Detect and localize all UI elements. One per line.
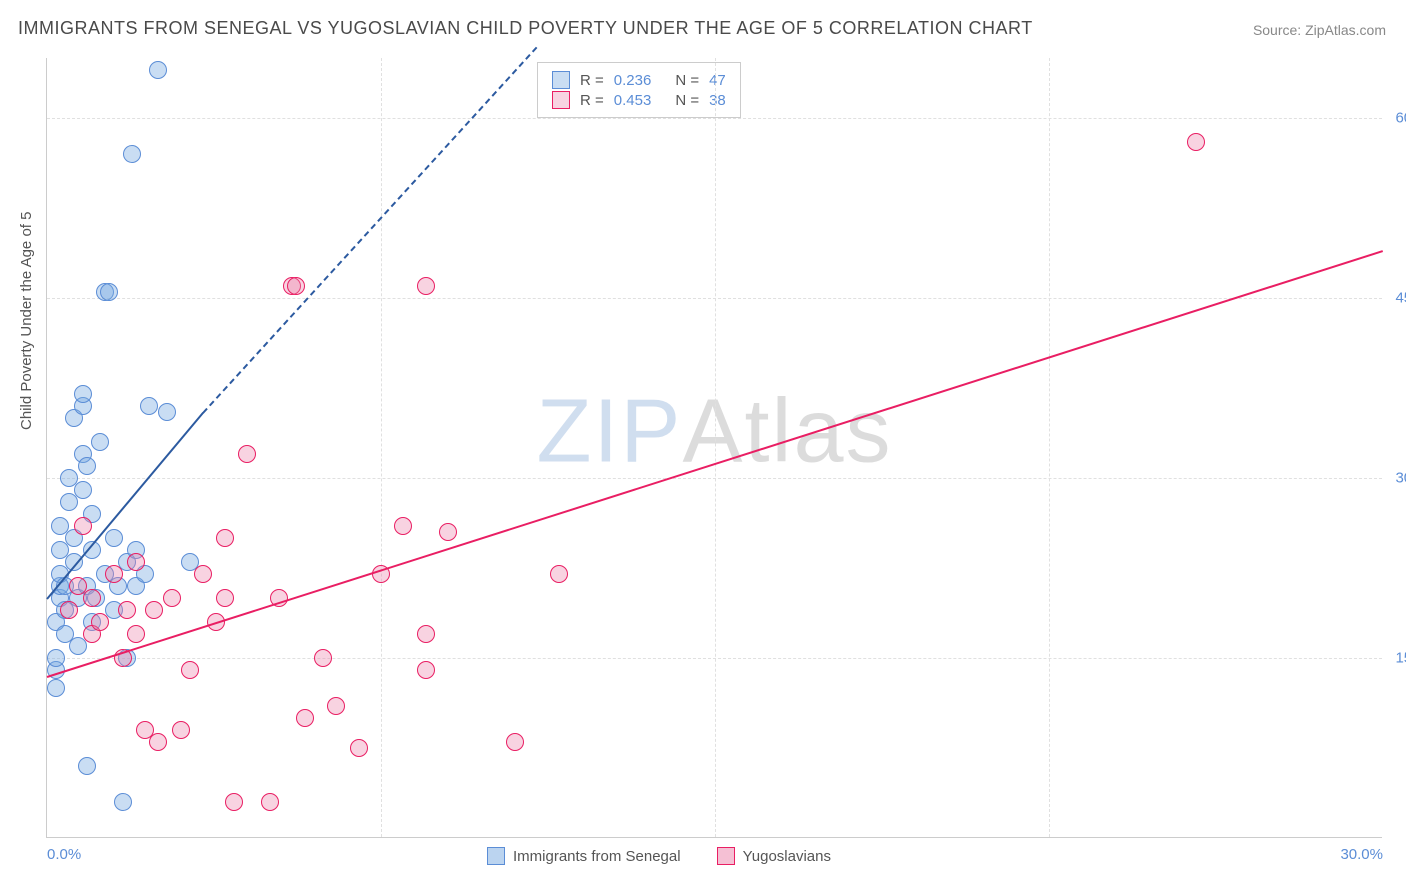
data-point bbox=[123, 145, 141, 163]
data-point bbox=[149, 61, 167, 79]
n-value: 47 bbox=[709, 72, 726, 89]
data-point bbox=[60, 601, 78, 619]
source-attribution: Source: ZipAtlas.com bbox=[1253, 22, 1386, 38]
data-point bbox=[145, 601, 163, 619]
legend-item: Immigrants from Senegal bbox=[487, 847, 681, 865]
data-point bbox=[140, 397, 158, 415]
data-point bbox=[127, 553, 145, 571]
n-label: N = bbox=[675, 92, 699, 109]
data-point bbox=[74, 517, 92, 535]
legend-swatch bbox=[552, 71, 570, 89]
data-point bbox=[158, 403, 176, 421]
data-point bbox=[118, 601, 136, 619]
y-tick-label: 45.0% bbox=[1395, 290, 1406, 307]
data-point bbox=[1187, 133, 1205, 151]
y-tick-label: 30.0% bbox=[1395, 470, 1406, 487]
data-point bbox=[163, 589, 181, 607]
y-axis-label: Child Poverty Under the Age of 5 bbox=[18, 212, 35, 430]
data-point bbox=[74, 385, 92, 403]
data-point bbox=[105, 565, 123, 583]
data-point bbox=[83, 589, 101, 607]
data-point bbox=[172, 721, 190, 739]
data-point bbox=[105, 529, 123, 547]
data-point bbox=[550, 565, 568, 583]
trend-line-extrapolated bbox=[202, 46, 537, 413]
data-point bbox=[47, 679, 65, 697]
y-tick-label: 15.0% bbox=[1395, 650, 1406, 667]
data-point bbox=[225, 793, 243, 811]
data-point bbox=[216, 589, 234, 607]
data-point bbox=[100, 283, 118, 301]
y-tick-label: 60.0% bbox=[1395, 110, 1406, 127]
data-point bbox=[181, 661, 199, 679]
data-point bbox=[287, 277, 305, 295]
data-point bbox=[216, 529, 234, 547]
legend-item: Yugoslavians bbox=[717, 847, 831, 865]
data-point bbox=[74, 481, 92, 499]
data-point bbox=[91, 433, 109, 451]
data-point bbox=[417, 277, 435, 295]
data-point bbox=[394, 517, 412, 535]
legend-label: Immigrants from Senegal bbox=[513, 848, 681, 865]
data-point bbox=[238, 445, 256, 463]
gridline-vertical bbox=[1049, 58, 1050, 837]
data-point bbox=[417, 625, 435, 643]
data-point bbox=[261, 793, 279, 811]
data-point bbox=[149, 733, 167, 751]
data-point bbox=[314, 649, 332, 667]
data-point bbox=[327, 697, 345, 715]
data-point bbox=[114, 793, 132, 811]
chart-title: IMMIGRANTS FROM SENEGAL VS YUGOSLAVIAN C… bbox=[18, 18, 1033, 39]
r-label: R = bbox=[580, 72, 604, 89]
correlation-legend: R = 0.236 N = 47 R = 0.453 N = 38 bbox=[537, 62, 741, 118]
data-point bbox=[78, 757, 96, 775]
scatter-chart: ZIPAtlas R = 0.236N = 47R = 0.453N = 38 … bbox=[46, 58, 1382, 838]
data-point bbox=[350, 739, 368, 757]
legend-swatch bbox=[552, 91, 570, 109]
data-point bbox=[78, 457, 96, 475]
data-point bbox=[506, 733, 524, 751]
x-tick-label: 30.0% bbox=[1340, 846, 1383, 863]
data-point bbox=[439, 523, 457, 541]
legend-label: Yugoslavians bbox=[743, 848, 831, 865]
n-label: N = bbox=[675, 72, 699, 89]
gridline-vertical bbox=[715, 58, 716, 837]
gridline-vertical bbox=[381, 58, 382, 837]
legend-swatch bbox=[717, 847, 735, 865]
r-value: 0.236 bbox=[614, 72, 652, 89]
r-value: 0.453 bbox=[614, 92, 652, 109]
n-value: 38 bbox=[709, 92, 726, 109]
series-legend: Immigrants from Senegal Yugoslavians bbox=[487, 847, 831, 865]
data-point bbox=[417, 661, 435, 679]
data-point bbox=[296, 709, 314, 727]
data-point bbox=[47, 649, 65, 667]
r-label: R = bbox=[580, 92, 604, 109]
legend-swatch bbox=[487, 847, 505, 865]
legend-row: R = 0.236 N = 47 bbox=[552, 71, 726, 89]
data-point bbox=[127, 625, 145, 643]
data-point bbox=[91, 613, 109, 631]
x-tick-label: 0.0% bbox=[47, 846, 81, 863]
legend-row: R = 0.453 N = 38 bbox=[552, 91, 726, 109]
data-point bbox=[194, 565, 212, 583]
